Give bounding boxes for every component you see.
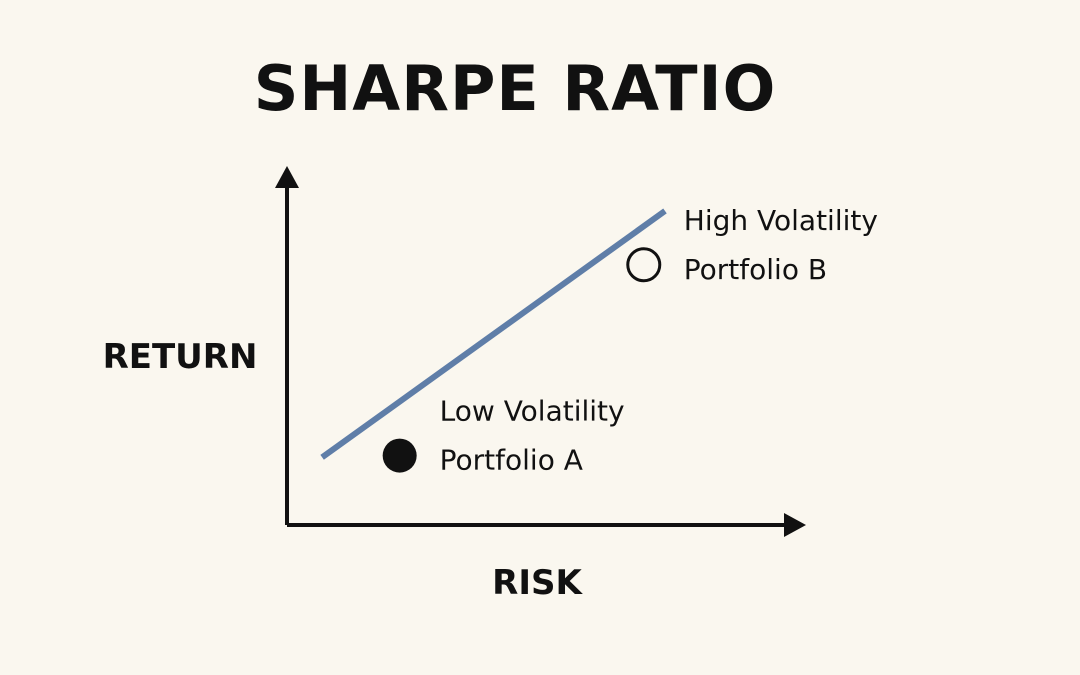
portfolio-b-marker: High Volatility Portfolio B [626,204,878,286]
portfolio-b-point [626,247,662,283]
y-axis-label: RETURN [103,337,258,377]
portfolio-a-point [382,438,417,473]
portfolio-a-marker: Low Volatility Portfolio A [382,395,625,477]
portfolio-a-label-line2: Portfolio A [440,444,583,477]
x-axis-label: RISK [492,563,583,603]
portfolio-b-label-line2: Portfolio B [684,253,827,286]
portfolio-points: Low Volatility Portfolio A High Volatility… [382,204,878,477]
x-axis-arrowhead [784,513,806,537]
portfolio-a-label-line1: Low Volatility [440,395,625,428]
chart-title: SHARPE RATIO [254,52,777,125]
portfolio-b-label-line1: High Volatility [684,204,878,237]
y-axis-arrowhead [275,166,299,188]
sharpe-ratio-line [320,208,667,460]
